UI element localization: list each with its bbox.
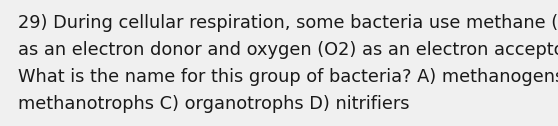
Text: as an electron donor and oxygen (O2) as an electron acceptor.: as an electron donor and oxygen (O2) as …	[18, 41, 558, 59]
Text: What is the name for this group of bacteria? A) methanogens B): What is the name for this group of bacte…	[18, 68, 558, 86]
Text: methanotrophs C) organotrophs D) nitrifiers: methanotrophs C) organotrophs D) nitrifi…	[18, 95, 410, 113]
Text: 29) During cellular respiration, some bacteria use methane (CH4): 29) During cellular respiration, some ba…	[18, 14, 558, 32]
